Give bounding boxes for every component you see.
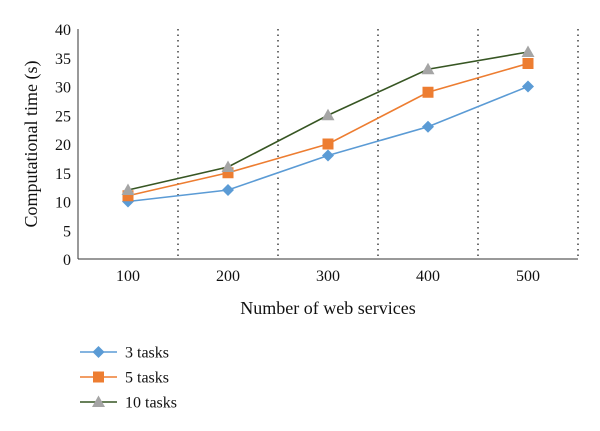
legend-marker: [92, 395, 105, 407]
data-point: [121, 183, 135, 195]
y-tick-label: 0: [63, 252, 71, 269]
y-tick-labels: 0 5 10 15 20 25 30 35 40: [55, 22, 71, 269]
data-point: [321, 108, 335, 121]
y-tick-label: 10: [55, 195, 71, 212]
data-point: [422, 120, 434, 133]
x-tick-label: 400: [416, 268, 440, 285]
legend: 3 tasks 5 tasks 10 tasks: [80, 345, 177, 412]
series-10-tasks: [121, 45, 535, 195]
y-tick-label: 15: [55, 166, 71, 183]
legend-label: 5 tasks: [125, 370, 169, 387]
x-tick-label: 200: [216, 268, 240, 285]
y-tick-label: 5: [63, 223, 71, 240]
legend-label: 3 tasks: [125, 345, 169, 362]
y-tick-label: 30: [55, 80, 71, 97]
data-point: [521, 45, 535, 57]
data-point: [422, 86, 434, 98]
x-tick-label: 500: [516, 268, 540, 285]
data-point: [322, 149, 334, 162]
x-tick-label: 100: [116, 268, 140, 285]
data-point: [322, 138, 334, 150]
series-line: [127, 51, 529, 191]
legend-item: 5 tasks: [80, 370, 169, 387]
legend-item: 3 tasks: [80, 345, 169, 362]
y-tick-label: 40: [55, 22, 71, 39]
y-axis-title: Computational time (s): [21, 61, 42, 228]
y-tick-label: 25: [55, 108, 71, 125]
data-point: [421, 62, 435, 75]
legend-item: 10 tasks: [80, 395, 177, 412]
gridlines: [177, 29, 579, 259]
legend-marker: [92, 346, 105, 358]
y-tick-label: 35: [55, 51, 71, 68]
data-point: [222, 184, 234, 196]
data-point: [522, 58, 534, 69]
axes: [77, 29, 578, 260]
data-point: [122, 190, 134, 202]
y-tick-label: 20: [55, 137, 71, 154]
legend-marker: [93, 371, 104, 383]
series-layer: [121, 45, 535, 208]
data-point: [222, 167, 234, 179]
x-tick-label: 300: [316, 268, 340, 285]
series-3-tasks: [122, 80, 534, 208]
data-point: [221, 160, 235, 172]
series-5-tasks: [122, 58, 534, 202]
data-point: [522, 80, 534, 93]
x-axis-title: Number of web services: [240, 298, 415, 318]
legend-label: 10 tasks: [125, 395, 177, 412]
x-tick-labels: 100 200 300 400 500: [116, 268, 540, 285]
